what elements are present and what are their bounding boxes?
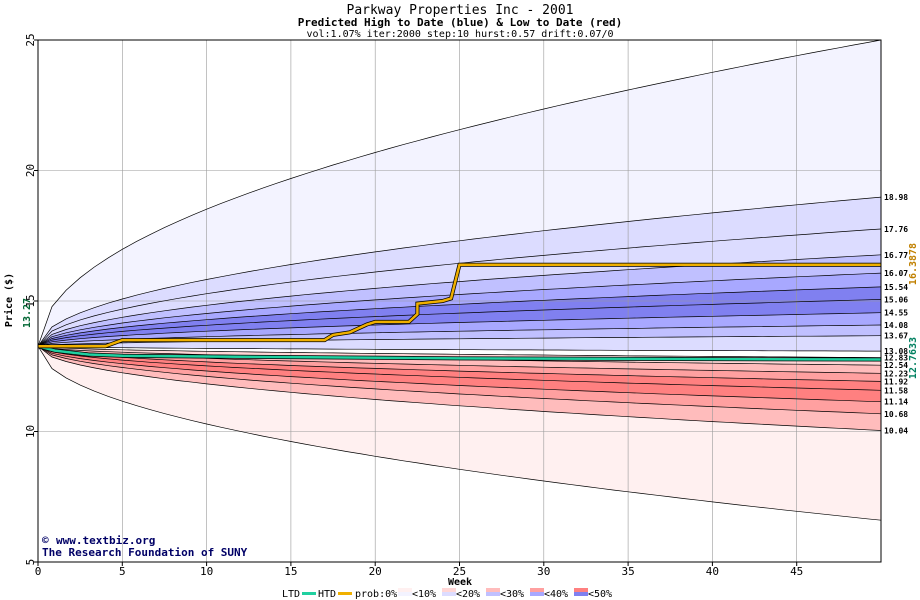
legend-item-label: <20%: [456, 589, 480, 600]
actual-paths: [37, 262, 882, 362]
chart-title: Parkway Properties Inc - 2001: [347, 3, 574, 18]
band-end-label: 18.98: [884, 193, 908, 202]
y-axis-label: Price ($): [3, 273, 15, 327]
htd-line: [38, 263, 881, 348]
y-tick-label: 15: [24, 294, 37, 307]
grid-lines: [38, 40, 881, 562]
x-axis-label: Week: [448, 577, 472, 588]
band-contour-line: [37, 196, 882, 347]
x-tick-label: 25: [453, 565, 466, 578]
legend-item-label: <30%: [500, 589, 524, 600]
chart-params: vol:1.07% iter:2000 step:10 hurst:0.57 d…: [306, 29, 613, 40]
band-end-label: 14.55: [884, 309, 908, 318]
band-contour-line: [37, 345, 882, 391]
band-end-label: 16.07: [884, 269, 908, 278]
legend-swatch-high: [442, 592, 456, 596]
y-tick-label: 25: [24, 33, 37, 46]
band-contour-line: [37, 345, 882, 403]
legend-swatch-low: [442, 588, 456, 592]
legend-htd-label: HTD: [318, 589, 336, 600]
x-tick-label: 10: [200, 565, 213, 578]
legend-htd-swatch: [338, 592, 352, 595]
credit-line-2: The Research Foundation of SUNY: [42, 546, 248, 559]
ltd-line: [37, 344, 882, 361]
high-band-area: [38, 254, 881, 347]
y-tick-label: 5: [24, 559, 37, 566]
legend-prob-label: prob:0%: [355, 589, 397, 600]
low-band-area: [38, 346, 881, 414]
low-band-area: [38, 346, 881, 402]
high-band-area: [38, 299, 881, 347]
legend-swatch-high: [574, 592, 588, 596]
band-contour-line: [37, 39, 882, 347]
x-tick-label: 35: [621, 565, 634, 578]
y-tick-label: 20: [24, 164, 37, 177]
x-tick-label: 45: [790, 565, 803, 578]
band-contour-line: [37, 345, 882, 431]
high-band-area: [38, 273, 881, 347]
band-end-label: 14.08: [884, 321, 908, 330]
band-end-label: 12.54: [884, 361, 908, 370]
ltd-end-label: 12.7633: [908, 337, 919, 379]
chart-subtitle: Predicted High to Date (blue) & Low to D…: [298, 16, 623, 29]
low-band-area: [38, 346, 881, 391]
high-band-area: [38, 286, 881, 347]
band-contour-line: [37, 324, 882, 347]
band-end-label: 11.92: [884, 377, 908, 386]
band-contour-line: [37, 345, 882, 358]
x-axis-ticks: 0 5 10 15 20 25 30 35 40 45: [35, 562, 803, 578]
band-end-label: 12.23: [884, 369, 908, 378]
x-tick-label: 0: [35, 565, 42, 578]
high-band-area: [38, 229, 881, 347]
band-end-label: 15.06: [884, 295, 908, 304]
low-band-area: [38, 346, 881, 431]
copyright-icon: ©: [42, 534, 49, 547]
band-end-label: 11.58: [884, 386, 908, 395]
legend-swatch-high: [486, 592, 500, 596]
high-band-area: [38, 197, 881, 347]
y-axis-ticks: 5 10 15 20 25: [24, 33, 38, 565]
band-contour-line: [37, 286, 882, 347]
legend-item-label: <50%: [588, 589, 612, 600]
htd-end-label: 16.3878: [908, 243, 919, 285]
band-contour-line: [37, 345, 882, 382]
band-contour-line: [37, 346, 882, 521]
band-end-label: 10.04: [884, 426, 908, 435]
band-end-label: 11.14: [884, 398, 908, 407]
band-contour-line: [37, 345, 881, 352]
band-end-label: 17.76: [884, 225, 908, 234]
band-contour-line: [37, 299, 882, 347]
legend-ltd-label: LTD: [282, 589, 300, 600]
x-tick-label: 5: [119, 565, 126, 578]
legend: LTD HTD prob:0% <10% <20% <30% <40% <50%: [282, 588, 612, 600]
band-end-label: 13.67: [884, 332, 908, 341]
x-tick-label: 40: [706, 565, 719, 578]
legend-item-label: <40%: [544, 589, 568, 600]
legend-swatch-low: [530, 588, 544, 592]
x-tick-label: 20: [369, 565, 382, 578]
y-tick-label: 10: [24, 425, 37, 438]
band-end-label: 12.83: [884, 354, 908, 363]
band-end-label: 16.77: [884, 251, 908, 260]
legend-swatch-low: [398, 588, 412, 592]
x-tick-label: 30: [537, 565, 550, 578]
band-contour-line: [37, 312, 882, 347]
legend-ltd-swatch: [302, 592, 316, 595]
low-band-area: [38, 346, 881, 382]
band-end-label: 10.68: [884, 410, 908, 419]
x-tick-label: 15: [284, 565, 297, 578]
legend-swatch-high: [398, 592, 412, 596]
band-end-label: 13.08: [884, 347, 908, 356]
start-price-label: 13.27: [22, 298, 33, 328]
band-contour-line: [37, 345, 882, 415]
legend-swatch-high: [530, 592, 544, 596]
legend-swatch-low: [486, 588, 500, 592]
right-band-labels: 18.98 17.76 16.77 16.07 15.54 15.06 14.55 14.08…: [884, 193, 908, 435]
legend-item-label: <10%: [412, 589, 436, 600]
band-end-label: 15.54: [884, 283, 908, 292]
legend-swatch-low: [574, 588, 588, 592]
credit-line-1: www.textbiz.org: [56, 534, 155, 547]
band-contour-line: [37, 272, 882, 347]
